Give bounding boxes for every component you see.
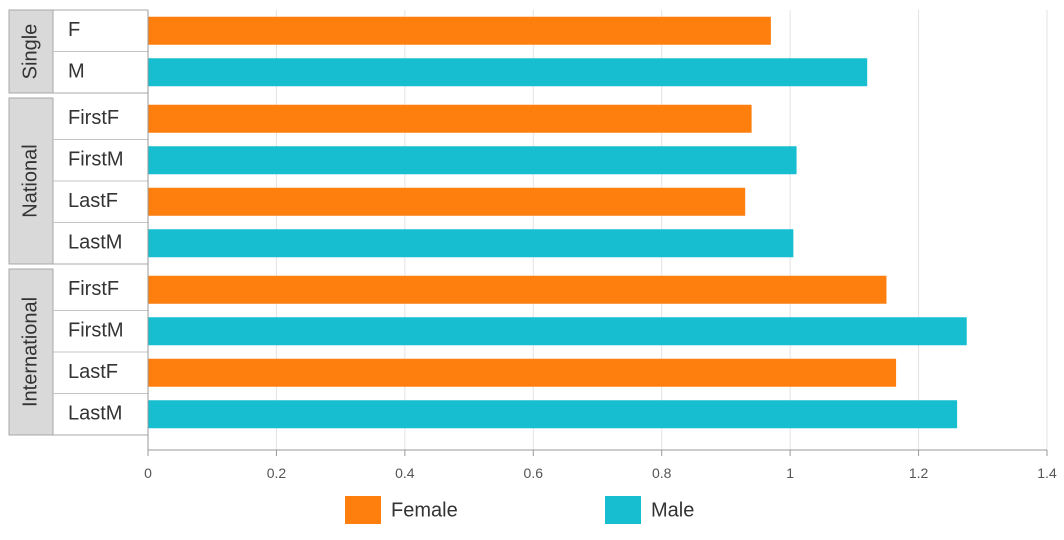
category-label: FirstM [68,149,124,171]
legend-label: Male [651,499,694,521]
category-label: LastM [68,232,122,254]
bar [148,187,746,216]
legend-label: Female [391,499,458,521]
group-header-cell [8,97,54,265]
group-label: International [19,297,41,407]
category-label: FirstF [68,278,119,300]
bar-layer [148,16,967,429]
group-header-layer: Single FM National FirstF FirstM LastF LastM In… [8,9,148,436]
legend-swatch [605,496,641,524]
bar [148,400,958,429]
x-tick-label: 1 [786,465,794,481]
category-label: FirstM [68,320,124,342]
legend: Female Male [345,496,694,524]
x-tick-label: 1.2 [909,465,929,481]
bar [148,229,794,258]
bar [148,16,771,45]
bar [148,104,752,133]
bar [148,358,897,387]
category-label: LastF [68,190,118,212]
bar [148,58,868,87]
category-label: LastM [68,403,122,425]
bar [148,317,967,346]
legend-swatch [345,496,381,524]
category-label: F [68,19,80,41]
x-tick-label: 1.4 [1037,465,1057,481]
x-tick-label: 0.4 [395,465,415,481]
x-axis: 0 0.2 0.4 0.6 0.8 1 1.2 1.4 [144,10,1057,481]
category-label: M [68,61,85,83]
group-label: Single [19,24,41,80]
bar [148,275,887,304]
x-tick-label: 0.8 [652,465,672,481]
bar [148,146,797,175]
category-label: FirstF [68,107,119,129]
group-label: National [19,144,41,217]
x-tick-label: 0.2 [267,465,287,481]
category-label: LastF [68,361,118,383]
x-tick-label: 0.6 [524,465,544,481]
group-header-cell [8,9,54,94]
group-header-cell [8,268,54,436]
x-tick-label: 0 [144,465,152,481]
